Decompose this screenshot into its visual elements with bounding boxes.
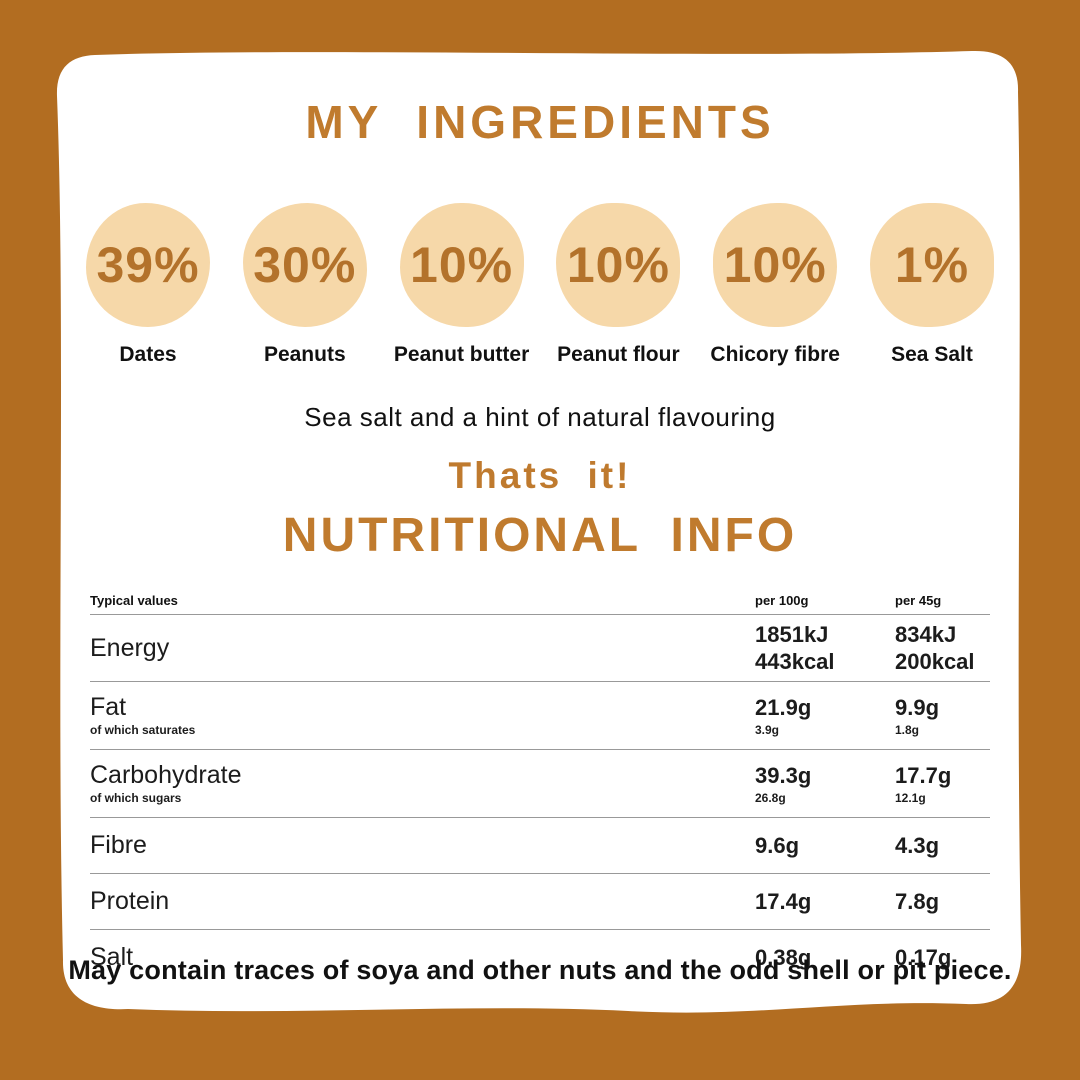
table-row-fat: Fat of which saturates 21.9g 3.9g 9.9g 1… xyxy=(90,682,990,750)
energy-per100-kcal: 443kcal xyxy=(755,649,835,674)
ingredient-label: Dates xyxy=(119,343,177,366)
ingredient-label: Peanut butter xyxy=(393,343,530,366)
energy-per45-kj: 834kJ xyxy=(895,621,957,647)
tagline: Thats it! xyxy=(448,455,632,496)
card-content: MY INGREDIENTS 39% Dates 30% Peanuts 10%… xyxy=(60,50,1020,1020)
fibre-per100: 9.6g xyxy=(755,832,800,858)
salt-per45: 0.17g xyxy=(895,944,952,970)
row-label: Fibre xyxy=(90,831,147,860)
ingredient-percent: 10% xyxy=(566,237,670,293)
nutrition-table: Typical values per 100g per 45g Energy 1… xyxy=(90,580,990,985)
header-per-45g: per 45g xyxy=(895,593,942,608)
row-sublabel: of which sugars xyxy=(90,790,182,805)
ingredient-blob: 1% xyxy=(869,203,994,327)
ingredient-blob: 10% xyxy=(556,203,681,327)
ingredient-blob: 30% xyxy=(242,203,367,327)
row-label: Energy xyxy=(90,633,170,662)
ingredient-blob: 10% xyxy=(713,203,838,327)
row-label: Carbohydrate xyxy=(90,761,242,790)
table-row-energy: Energy 1851kJ 443kcal 834kJ 200kcal xyxy=(90,615,990,682)
fat-per100: 21.9g xyxy=(755,695,812,721)
ingredient-label: Sea Salt xyxy=(891,343,973,366)
fibre-per45: 4.3g xyxy=(895,832,940,858)
ingredient-item-dates: 39% Dates xyxy=(74,203,222,367)
ingredient-label: Peanut flour xyxy=(557,343,680,366)
ingredient-percent: 10% xyxy=(410,237,514,293)
fat-per45: 9.9g xyxy=(895,695,940,721)
ingredient-blob: 10% xyxy=(399,203,524,327)
table-row-carbohydrate: Carbohydrate of which sugars 39.3g 26.8g… xyxy=(90,750,990,818)
flavour-note: Sea salt and a hint of natural flavourin… xyxy=(304,402,776,432)
ingredient-item-chicory-fibre: 10% Chicory fibre xyxy=(701,203,849,367)
ingredients-title: MY INGREDIENTS xyxy=(305,96,775,148)
ingredient-blob-row: 39% Dates 30% Peanuts 10% Peanut butter … xyxy=(60,203,1020,367)
sugars-per100: 26.8g xyxy=(755,790,786,805)
ingredient-item-peanut-butter: 10% Peanut butter xyxy=(388,203,536,367)
ingredient-item-peanut-flour: 10% Peanut flour xyxy=(544,203,692,367)
header-typical-values: Typical values xyxy=(90,593,178,608)
table-row-fibre: Fibre 9.6g 4.3g xyxy=(90,818,990,874)
saturates-per100: 3.9g xyxy=(755,722,780,737)
table-header-row: Typical values per 100g per 45g xyxy=(90,580,990,615)
energy-per45-kcal: 200kcal xyxy=(895,649,975,674)
nutrition-title: NUTRITIONAL INFO xyxy=(282,509,798,562)
ingredient-percent: 1% xyxy=(894,237,970,293)
ingredient-item-peanuts: 30% Peanuts xyxy=(231,203,379,367)
ingredient-percent: 39% xyxy=(96,237,200,293)
ingredient-blob: 39% xyxy=(86,203,210,327)
row-label: Protein xyxy=(90,887,170,916)
ingredient-label: Peanuts xyxy=(263,343,346,366)
row-label: Fat xyxy=(90,693,127,722)
saturates-per45: 1.8g xyxy=(895,722,920,737)
ingredient-percent: 30% xyxy=(253,237,357,293)
energy-per100-kj: 1851kJ xyxy=(755,621,829,647)
table-row-salt: Salt 0.38g 0.17g xyxy=(90,930,990,985)
allergen-note: May contain traces of soya and other nut… xyxy=(68,955,1012,985)
row-sublabel: of which saturates xyxy=(90,722,196,737)
salt-per100: 0.38g xyxy=(755,944,812,970)
protein-per100: 17.4g xyxy=(755,888,812,914)
ingredient-label: Chicory fibre xyxy=(710,343,840,366)
row-label: Salt xyxy=(90,943,134,972)
carbohydrate-per45: 17.7g xyxy=(895,763,952,789)
protein-per45: 7.8g xyxy=(895,888,940,914)
ingredient-percent: 10% xyxy=(723,237,827,293)
sugars-per45: 12.1g xyxy=(895,790,926,805)
header-per-100g: per 100g xyxy=(755,593,809,608)
carbohydrate-per100: 39.3g xyxy=(755,763,812,789)
ingredient-item-sea-salt: 1% Sea Salt xyxy=(858,203,1006,367)
table-row-protein: Protein 17.4g 7.8g xyxy=(90,874,990,930)
